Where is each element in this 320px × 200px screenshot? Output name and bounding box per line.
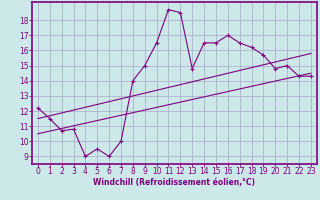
X-axis label: Windchill (Refroidissement éolien,°C): Windchill (Refroidissement éolien,°C) — [93, 178, 255, 187]
